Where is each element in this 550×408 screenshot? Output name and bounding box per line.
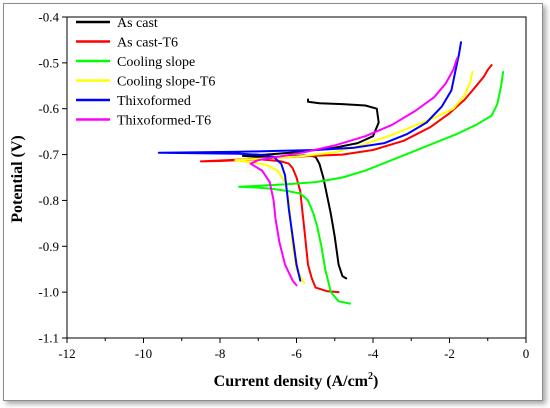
- y-tick-label: -0.8: [38, 193, 59, 208]
- chart-frame: -12 -10 -8 -6 -4 -2 0 -1.1 -1.0 -0.9 -0.8 -0.7 -0.6 -…: [3, 3, 543, 401]
- series-line-cooling-slope-t6: [234, 71, 474, 284]
- y-tick-label: -0.6: [38, 101, 59, 116]
- x-tick-label: -8: [215, 346, 226, 361]
- y-tick-label: -1.0: [38, 285, 59, 300]
- legend-label-as-cast: As cast: [117, 16, 158, 31]
- legend-label-as-cast-t6: As cast-T6: [117, 36, 178, 51]
- x-tick-label: -12: [58, 346, 75, 361]
- series-line-cooling-slope: [238, 71, 505, 305]
- x-tick-label: -6: [291, 346, 302, 361]
- y-tick-label: -1.1: [38, 331, 59, 346]
- series-line-as-cast-t6: [199, 64, 493, 294]
- polarization-chart: -12 -10 -8 -6 -4 -2 0 -1.1 -1.0 -0.9 -0.8 -0.7 -0.6 -…: [9, 10, 529, 391]
- y-tick-label: -0.5: [38, 55, 59, 70]
- series-line-thixoformed: [157, 41, 462, 282]
- y-tick-label: -0.9: [38, 239, 59, 254]
- x-tick-label: -2: [444, 346, 455, 361]
- series-lines: [157, 41, 505, 305]
- legend-label-cooling-slope-t6: Cooling slope-T6: [117, 75, 215, 90]
- x-tick-label: 0: [523, 346, 530, 361]
- y-axis-title: Potential (V): [9, 135, 26, 223]
- legend-label-thixoformed-t6: Thixoformed-T6: [117, 114, 211, 129]
- axes: -12 -10 -8 -6 -4 -2 0 -1.1 -1.0 -0.9 -0.8 -0.7 -0.6 -…: [38, 10, 529, 362]
- x-tick-label: -4: [368, 346, 379, 361]
- x-axis-title: Current density (A/cm2): [214, 371, 379, 390]
- legend-label-thixoformed: Thixoformed: [117, 94, 191, 109]
- series-line-as-cast: [241, 98, 380, 280]
- y-tick-label: -0.4: [38, 10, 59, 25]
- legend: As cast As cast-T6 Cooling slope Cooling sl…: [76, 16, 215, 129]
- series-line-thixoformed-t6: [249, 57, 459, 287]
- legend-label-cooling-slope: Cooling slope: [117, 55, 195, 70]
- y-tick-label: -0.7: [38, 147, 59, 162]
- x-tick-label: -10: [135, 346, 152, 361]
